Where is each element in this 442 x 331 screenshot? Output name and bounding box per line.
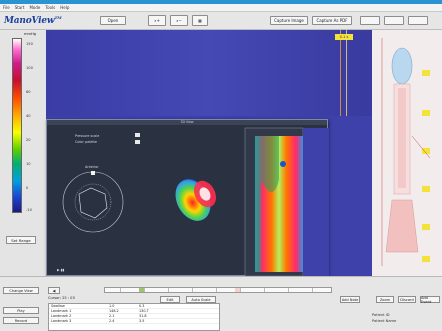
scale-tick: 20: [26, 138, 31, 142]
open-button[interactable]: Open: [100, 16, 126, 25]
zoom-in-icon[interactable]: ⌕+: [148, 15, 166, 26]
spatial-blue-spot: [280, 161, 286, 167]
lumen-outline: [78, 187, 108, 219]
record-button[interactable]: Record: [3, 317, 39, 324]
scale-tick: 10: [26, 162, 31, 166]
table-row[interactable]: Landmark 1 148.2 130.7: [49, 309, 219, 314]
svg-text:▶ ▮▮: ▶ ▮▮: [57, 268, 65, 272]
sensor-tag: [422, 70, 430, 76]
chart-view-icon[interactable]: ▦: [192, 15, 208, 26]
time-marker-line: [340, 30, 341, 116]
auto-scale-button[interactable]: Auto Scale: [186, 296, 216, 303]
spatial-green-region: [255, 136, 279, 272]
polar-outer-ring: [62, 171, 124, 233]
overlay-label: Color palette: [75, 140, 97, 144]
pressure-topography-plot[interactable]: 0.1 s: [46, 30, 372, 116]
timeline-tick: [259, 288, 265, 292]
view-3d-window[interactable]: 3D View Pressure scale Color palette: [46, 119, 329, 277]
discard-button[interactable]: Discard: [398, 296, 416, 303]
pressure-color-bar: [12, 38, 22, 213]
disabled-button-3[interactable]: [408, 16, 428, 25]
timeline-tick: [307, 288, 313, 292]
timeline-thumb[interactable]: [139, 288, 145, 292]
time-marker-label: 0.1 s: [335, 34, 353, 40]
table-row[interactable]: Swallow 1.0 0.3: [49, 304, 219, 309]
disabled-button-2[interactable]: [384, 16, 404, 25]
anatomy-diagram: [381, 38, 431, 266]
timeline-tick: [163, 288, 169, 292]
menu-mode[interactable]: Mode: [29, 5, 41, 10]
sensor-tag-2: [422, 110, 430, 116]
table-row[interactable]: Landmark 3 2.4 3.5: [49, 319, 219, 324]
plot-background: [46, 30, 372, 116]
scale-tick: 150: [26, 42, 33, 46]
les-region: [385, 199, 419, 253]
scale-unit: mmHg: [24, 32, 36, 36]
measurement-table: Swallow 1.0 0.3 Landmark 1 148.2 130.7 Landm…: [48, 303, 220, 331]
timeline-event[interactable]: [235, 288, 241, 292]
zoom-out-icon[interactable]: ⌕−: [170, 15, 188, 26]
view-3d-graphics: Anterior ▶ ▮▮: [57, 127, 329, 277]
app-logo: ManoViewTM: [4, 15, 62, 26]
anatomy-panel: [372, 30, 442, 276]
disabled-button[interactable]: [360, 16, 380, 25]
add-note-button[interactable]: Add Note: [340, 296, 360, 303]
zoom-button[interactable]: Zoom: [376, 296, 394, 303]
patient-name: Patient Name: [372, 319, 397, 323]
donut-lumen: [199, 187, 211, 201]
scale-tick: 60: [26, 90, 31, 94]
set-range-button[interactable]: Set Range: [6, 236, 36, 244]
sensor-tag-5: [422, 224, 430, 230]
compass-marker: [91, 171, 95, 175]
capture-pdf-button[interactable]: Capture As PDF: [312, 16, 352, 25]
timeline-tick: [211, 288, 217, 292]
capture-image-button[interactable]: Capture Image: [270, 16, 308, 25]
menu-help[interactable]: Help: [60, 5, 70, 10]
esophagus-lumen: [398, 88, 406, 188]
toggle-checkbox[interactable]: [135, 133, 140, 137]
polar-inner-ring: [74, 183, 112, 221]
plot-continuation: [303, 128, 329, 276]
time-marker-line-2: [346, 30, 347, 116]
menu-file[interactable]: File: [3, 5, 10, 10]
timeline-tick: [283, 288, 289, 292]
scale-tick: -10: [26, 208, 32, 212]
patient-id: Patient ID: [372, 313, 390, 317]
scale-tick: 0: [26, 186, 29, 190]
toolbar: ManoViewTM Open ⌕+ ⌕− ▦ Capture Image Ca…: [0, 12, 442, 30]
app-window: File Start Mode Tools Help ManoViewTM Op…: [0, 4, 442, 331]
menu-bar: File Start Mode Tools Help: [0, 4, 442, 12]
menu-start[interactable]: Start: [14, 5, 25, 10]
sensor-tag-6: [422, 256, 430, 262]
change-view-button[interactable]: Change View: [3, 287, 39, 294]
table-row[interactable]: Landmark 2 2.1 31.8: [49, 314, 219, 319]
menu-tools[interactable]: Tools: [45, 5, 56, 10]
add-event-button[interactable]: Add Event: [420, 296, 440, 304]
overlay-label: Pressure scale: [75, 134, 100, 138]
compass-label: Anterior: [85, 165, 99, 169]
scale-tick: 100: [26, 66, 33, 70]
connector-line: [411, 135, 431, 159]
toggle-checkbox-2[interactable]: [135, 140, 140, 144]
bottom-panel: Change View Play Record ◀ Cursor: 25 : 0…: [0, 276, 442, 331]
sensor-tag-3: [422, 148, 430, 154]
timeline-tick: [115, 288, 121, 292]
timeline-slider[interactable]: [104, 287, 332, 293]
cursor-readout: Cursor: 25 : 03: [48, 296, 75, 300]
timeline-tick: [187, 288, 193, 292]
window-title: 3D View: [47, 120, 327, 125]
step-back-icon[interactable]: ◀: [48, 287, 60, 294]
play-button[interactable]: Play: [3, 307, 39, 314]
scale-tick: 40: [26, 114, 31, 118]
edit-button[interactable]: Edit: [160, 296, 180, 303]
sensor-tag-4: [422, 186, 430, 192]
ues-region: [391, 47, 413, 85]
